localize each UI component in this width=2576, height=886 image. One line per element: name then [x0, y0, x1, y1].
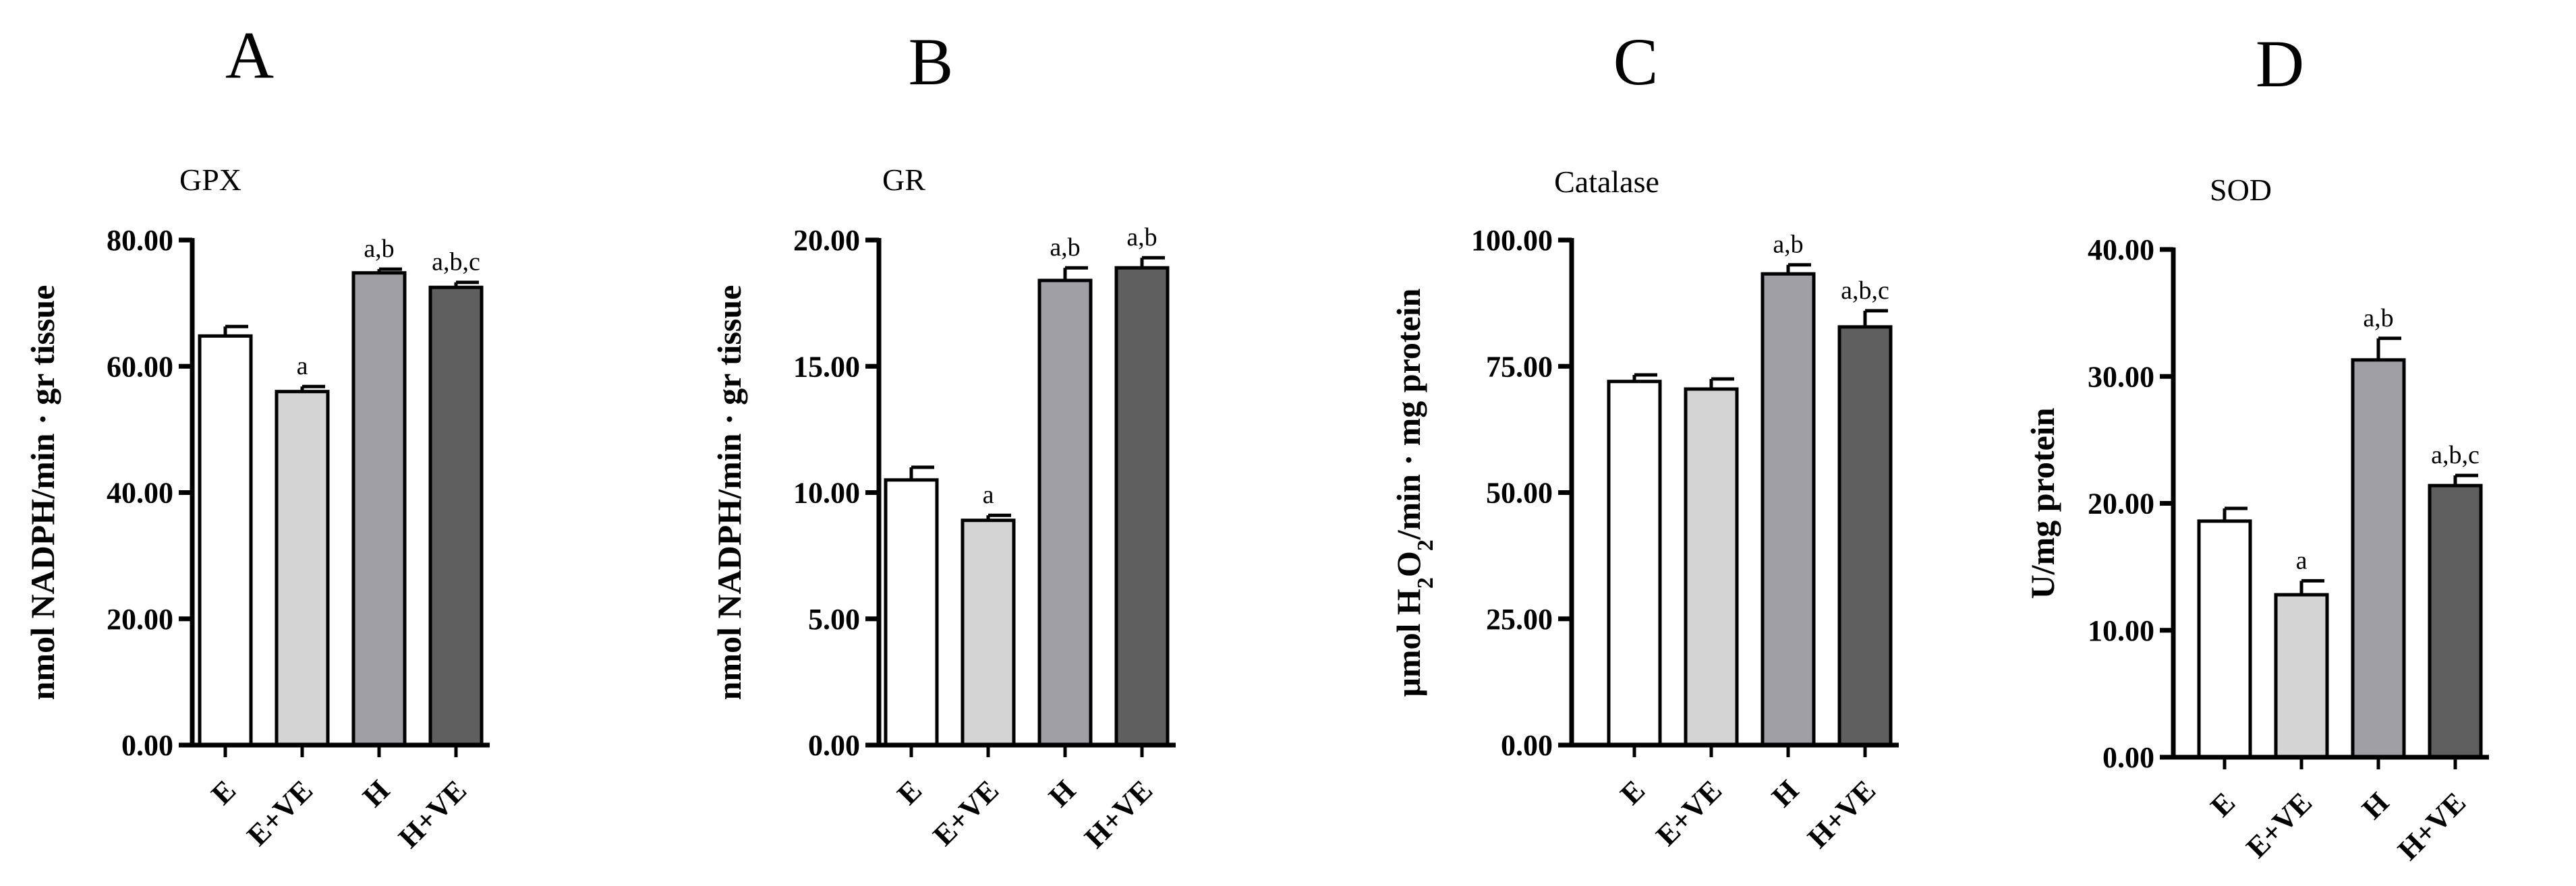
y-tick-label: 80.00 — [107, 224, 173, 257]
y-tick-label: 40.00 — [107, 477, 173, 510]
x-tick-label: H+VE — [1801, 773, 1882, 854]
x-tick-label: E+VE — [1650, 773, 1728, 852]
y-axis-label-part: nmol NADPH/min · gr tissue — [710, 285, 748, 701]
bar-h-plus-ve — [428, 285, 484, 747]
y-tick-label: 0.00 — [1501, 729, 1553, 762]
y-tick-label: 20.00 — [107, 603, 173, 636]
significance-label: a,b — [1773, 231, 1803, 259]
x-tick-label: H+VE — [392, 773, 473, 854]
y-axis-label-part: 2 — [1413, 539, 1438, 551]
significance-label: a,b,c — [1841, 276, 1889, 305]
significance-label: a,b — [1126, 223, 1157, 252]
panel-letter: B — [909, 24, 954, 99]
y-axis-label-part: 2 — [1413, 577, 1438, 589]
significance-label: a,b — [2363, 304, 2393, 332]
x-tick-label: E — [2204, 786, 2241, 823]
chart-panel-b: B GR nmol NADPH/min · gr tissue Ea E+VE a,b Ha… — [710, 24, 1176, 854]
significance-label: a — [2296, 546, 2308, 574]
chart-title: Catalase — [1554, 165, 1659, 199]
bar-e-plus-ve — [2274, 593, 2329, 759]
y-tick-label: 0.00 — [2102, 741, 2154, 774]
y-tick-label: 20.00 — [793, 224, 860, 257]
x-tick-label: E — [1614, 773, 1651, 810]
bar-h-plus-ve — [1114, 266, 1170, 747]
y-tick-label: 15.00 — [793, 350, 860, 383]
y-axis-label-part: nmol NADPH/min · gr tissue — [24, 285, 61, 701]
x-tick-label: H — [1042, 773, 1082, 813]
bar-e-plus-ve — [1684, 387, 1739, 747]
y-tick-label: 30.00 — [2088, 360, 2154, 393]
x-tick-label: H — [2355, 786, 2395, 825]
bar-e-plus-ve — [275, 390, 330, 747]
y-tick-label: 25.00 — [1486, 603, 1553, 636]
x-tick-label: H — [356, 773, 396, 813]
x-tick-label: H+VE — [2391, 786, 2472, 866]
x-tick-label: E+VE — [927, 773, 1005, 852]
y-tick-label: 50.00 — [1486, 477, 1553, 510]
bar-h — [2351, 358, 2406, 759]
bar-e-plus-ve — [961, 519, 1016, 747]
x-tick-label: E+VE — [241, 773, 319, 852]
bar-h — [351, 271, 407, 747]
x-tick-label: E — [891, 773, 928, 810]
y-tick-label: 40.00 — [2088, 233, 2154, 266]
y-tick-label: 5.00 — [808, 603, 860, 636]
bar-e — [198, 334, 253, 747]
y-axis-label-part: μmol H — [1390, 589, 1427, 697]
y-tick-label: 10.00 — [2088, 614, 2154, 647]
y-tick-label: 0.00 — [808, 729, 860, 762]
bar-h — [1037, 278, 1093, 747]
chart-panel-d: D SOD U/mg protein Ea E+VE a,b Ha,b,c H+VE 0.00 1… — [2024, 26, 2489, 866]
y-tick-label: 10.00 — [793, 477, 860, 510]
y-axis-label-part: U/mg protein — [2024, 407, 2061, 599]
panel-letter: C — [1613, 24, 1659, 99]
bar-h-plus-ve — [1837, 325, 1893, 747]
chart-title: GR — [882, 163, 925, 197]
x-tick-label: E+VE — [2240, 786, 2318, 864]
y-axis-label: U/mg protein — [2024, 407, 2061, 599]
significance-label: a,b,c — [2431, 441, 2480, 469]
y-axis-label-part: /min · mg protein — [1390, 288, 1427, 540]
x-tick-label: H+VE — [1078, 773, 1159, 854]
significance-label: a,b,c — [432, 248, 480, 276]
x-tick-label: H — [1765, 773, 1805, 813]
bar-e — [884, 478, 939, 747]
y-axis-label: nmol NADPH/min · gr tissue — [710, 285, 748, 701]
y-tick-label: 60.00 — [107, 350, 173, 383]
panel-letter: A — [225, 18, 274, 92]
panel-letter: D — [2256, 26, 2304, 101]
chart-title: GPX — [179, 163, 241, 197]
bar-e — [2197, 519, 2252, 759]
y-tick-label: 100.00 — [1471, 224, 1553, 257]
y-tick-label: 75.00 — [1486, 350, 1553, 383]
significance-label: a — [983, 481, 994, 509]
bar-h-plus-ve — [2428, 483, 2483, 759]
significance-label: a,b — [1050, 233, 1080, 262]
bar-e — [1607, 380, 1662, 747]
significance-label: a — [297, 352, 308, 380]
y-tick-label: 20.00 — [2088, 488, 2154, 521]
y-axis-label-part: O — [1390, 551, 1427, 577]
y-axis-label: nmol NADPH/min · gr tissue — [24, 285, 61, 701]
y-tick-label: 0.00 — [121, 729, 173, 762]
y-axis-label: μmol H2O2/min · mg protein — [1390, 288, 1438, 697]
bar-h — [1761, 272, 1816, 747]
x-tick-label: E — [205, 773, 242, 810]
significance-label: a,b — [364, 235, 394, 263]
chart-title: SOD — [2210, 173, 2272, 207]
chart-panel-a: A GPX nmol NADPH/min · gr tissue Ea E+VE a,b H… — [24, 18, 490, 854]
